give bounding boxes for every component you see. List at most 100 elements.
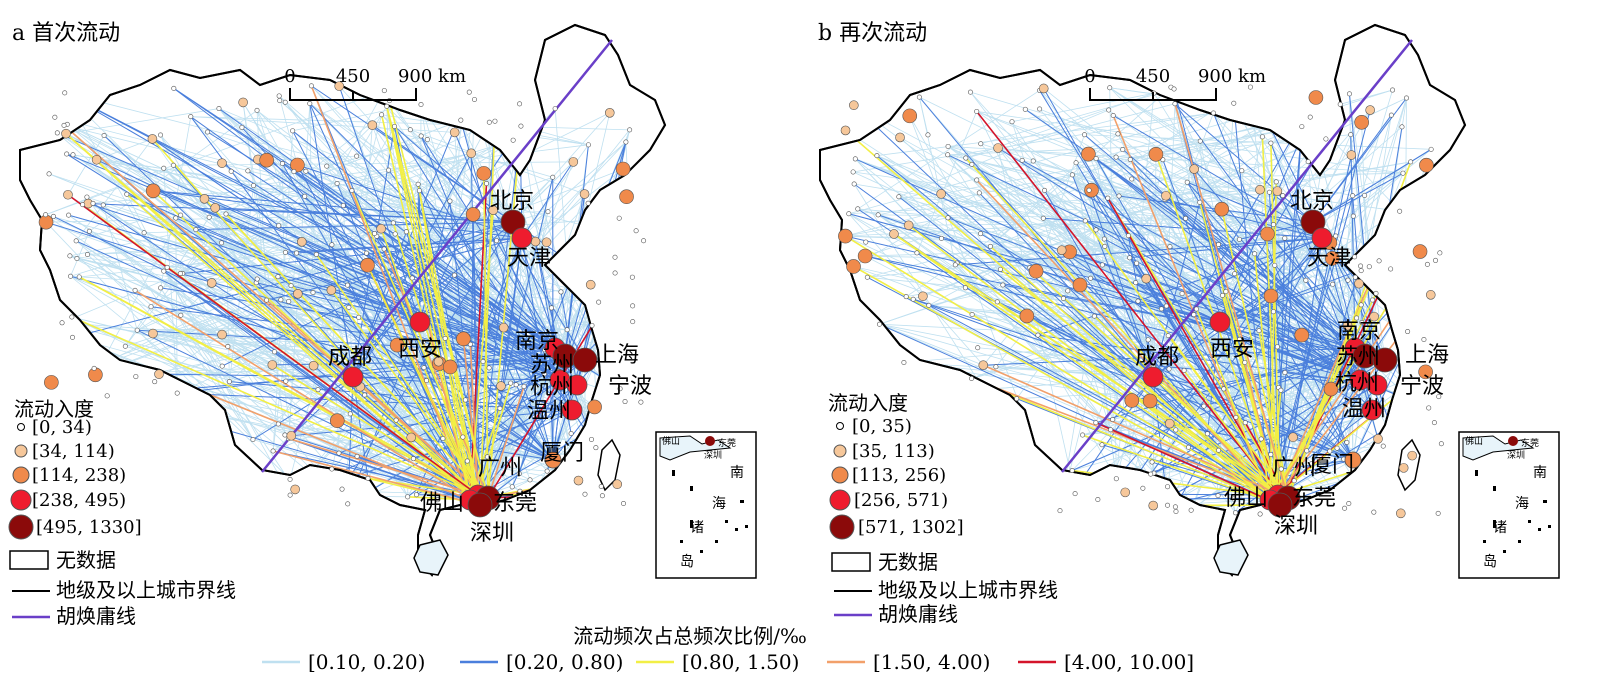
- taiwan-hainan-a: [413, 438, 621, 576]
- city-label-xiamen: 厦门: [1310, 453, 1354, 478]
- flow-legend-label-1: [0.20, 0.80): [506, 650, 623, 674]
- city-label-chengdu: 成都: [328, 345, 372, 370]
- legend-b-class-4: [571, 1302]: [858, 517, 964, 538]
- svg-text:900 km: 900 km: [1198, 66, 1266, 87]
- panel-a-first-migration: a 首次流动 北京 天津 西安 成都 南京 苏州 上海 杭州 宁波 温州: [8, 21, 757, 628]
- legend-a-boundary: 地级及以上城市界线: [56, 578, 236, 602]
- flow-legend-item-1: [0.20, 0.80): [460, 650, 623, 674]
- svg-text:流动入度: 流动入度: [828, 391, 908, 415]
- city-label-xian: 西安: [1210, 337, 1254, 362]
- city-label-chengdu: 成都: [1135, 345, 1179, 370]
- city-label-beijing: 北京: [490, 189, 534, 214]
- panel-b-repeat-migration: b 再次流动 北京 天津 西安 成都 南京 苏州 上海 杭州 宁波 温州: [818, 21, 1560, 626]
- scale-bar-b: 0 450 900 km: [1084, 66, 1266, 101]
- city-label-guangzhou: 广州: [1272, 456, 1316, 481]
- flow-legend-label-2: [0.80, 1.50): [682, 650, 799, 674]
- svg-text:东莞: 东莞: [1521, 437, 1539, 449]
- city-label-nanjing: 南京: [515, 329, 559, 354]
- scale-bar-a: 0 450 900 km: [284, 66, 466, 101]
- svg-text:海: 海: [712, 496, 726, 512]
- svg-text:佛山: 佛山: [1465, 435, 1483, 447]
- city-label-foshan: 佛山: [420, 491, 464, 516]
- legend-b-no-data: 无数据: [878, 550, 938, 574]
- city-label-nanjing: 南京: [1337, 319, 1381, 344]
- city-nodes-a: [38, 81, 647, 518]
- legend-b-boundary: 地级及以上城市界线: [878, 578, 1058, 602]
- legend-a-hu-line: 胡焕庸线: [56, 604, 136, 628]
- city-label-shanghai: 上海: [595, 343, 639, 368]
- hu-line-b: [1061, 39, 1413, 473]
- flow-frequency-legend: 流动频次占总频次比例/‰ [0.10, 0.20) [0.20, 0.80) [0.…: [262, 624, 1194, 674]
- legend-b-class-3: [256, 571): [854, 490, 948, 511]
- city-labels-a: 北京 天津 西安 成都 南京 苏州 上海 杭州 宁波 温州 厦门 广州 佛山 东…: [328, 189, 652, 546]
- city-nodes-b: [838, 83, 1444, 519]
- legend-b-hu-line: 胡焕庸线: [878, 602, 958, 626]
- legend-a-class-3: [238, 495): [32, 490, 126, 511]
- flow-legend-item-3: [1.50, 4.00): [827, 650, 990, 674]
- flow-legend-item-4: [4.00, 10.00]: [1018, 650, 1194, 674]
- city-label-dongguan: 东莞: [493, 491, 537, 516]
- svg-text:900 km: 900 km: [398, 66, 466, 87]
- svg-text:诸: 诸: [1493, 520, 1507, 536]
- in-degree-legend-a: 流动入度 [0, 34) [34, 114) [114, 238) [238, …: [8, 397, 236, 628]
- hu-line-a: [261, 39, 613, 473]
- svg-text:岛: 岛: [1483, 554, 1497, 570]
- legend-a-class-0: [0, 34): [32, 417, 92, 438]
- china-map-a: 北京 天津 西安 成都 南京 苏州 上海 杭州 宁波 温州 厦门 广州 佛山 东…: [19, 24, 666, 576]
- city-label-tianjin: 天津: [507, 246, 551, 271]
- city-label-ningbo: 宁波: [608, 374, 652, 399]
- flow-legend-label-0: [0.10, 0.20): [308, 650, 425, 674]
- city-label-shanghai: 上海: [1405, 343, 1449, 368]
- svg-text:诸: 诸: [690, 520, 704, 536]
- city-label-shenzhen: 深圳: [470, 521, 514, 546]
- city-label-ningbo: 宁波: [1400, 374, 1444, 399]
- svg-text:450: 450: [1136, 66, 1170, 87]
- svg-text:佛山: 佛山: [662, 435, 680, 447]
- legend-a-class-4: [495, 1330]: [36, 517, 142, 538]
- legend-a-class-1: [34, 114): [32, 441, 115, 462]
- svg-text:0: 0: [284, 66, 295, 87]
- legend-b-class-0: [0, 35): [852, 416, 912, 437]
- svg-text:深圳: 深圳: [704, 450, 722, 461]
- city-label-suzhou: 苏州: [530, 353, 574, 378]
- svg-text:南: 南: [1533, 465, 1547, 481]
- city-label-xian: 西安: [398, 337, 442, 362]
- city-label-tianjin: 天津: [1307, 246, 1351, 271]
- flow-lines-a: [45, 85, 645, 507]
- in-degree-legend-b: 流动入度 [0, 35) [35, 113) [113, 256) [256, …: [828, 391, 1058, 626]
- city-label-beijing: 北京: [1290, 189, 1334, 214]
- panel-a-title: a 首次流动: [12, 21, 120, 46]
- city-labels-b: 北京 天津 西安 成都 南京 苏州 上海 杭州 宁波 温州 厦门 广州 佛山 东…: [1135, 189, 1449, 539]
- svg-text:流动入度: 流动入度: [14, 397, 94, 421]
- panel-b-title: b 再次流动: [818, 21, 927, 46]
- city-label-suzhou: 苏州: [1336, 345, 1380, 370]
- city-label-hangzhou: 杭州: [530, 375, 574, 400]
- flow-legend-item-0: [0.10, 0.20): [262, 650, 425, 674]
- city-label-shenzhen: 深圳: [1274, 514, 1318, 539]
- south-china-sea-inset-a: 佛山 东莞 深圳 南 海 诸 岛: [655, 431, 757, 579]
- flow-legend-item-2: [0.80, 1.50): [636, 650, 799, 674]
- flow-legend-label-3: [1.50, 4.00): [873, 650, 990, 674]
- city-label-wenzhou: 温州: [527, 399, 571, 424]
- svg-text:东莞: 东莞: [718, 437, 736, 449]
- city-label-wenzhou: 温州: [1342, 397, 1386, 422]
- svg-text:海: 海: [1515, 496, 1529, 512]
- city-label-dongguan: 东莞: [1292, 486, 1336, 511]
- city-label-hangzhou: 杭州: [1335, 371, 1379, 396]
- city-label-guangzhou: 广州: [478, 456, 522, 481]
- svg-text:南: 南: [730, 465, 744, 481]
- svg-text:岛: 岛: [680, 554, 694, 570]
- svg-text:深圳: 深圳: [1507, 450, 1525, 461]
- flow-legend-label-4: [4.00, 10.00]: [1064, 650, 1194, 674]
- svg-text:450: 450: [336, 66, 370, 87]
- legend-a-no-data: 无数据: [56, 548, 116, 572]
- city-label-foshan: 佛山: [1224, 486, 1268, 511]
- svg-text:0: 0: [1084, 66, 1095, 87]
- flow-legend-title: 流动频次占总频次比例/‰: [573, 624, 807, 648]
- legend-b-class-1: [35, 113): [852, 441, 935, 462]
- city-label-xiamen: 厦门: [540, 441, 584, 466]
- south-china-sea-inset-b: 佛山 东莞 深圳 南 海 诸 岛: [1458, 431, 1560, 579]
- legend-a-class-2: [114, 238): [32, 465, 126, 486]
- legend-b-class-2: [113, 256): [852, 465, 946, 486]
